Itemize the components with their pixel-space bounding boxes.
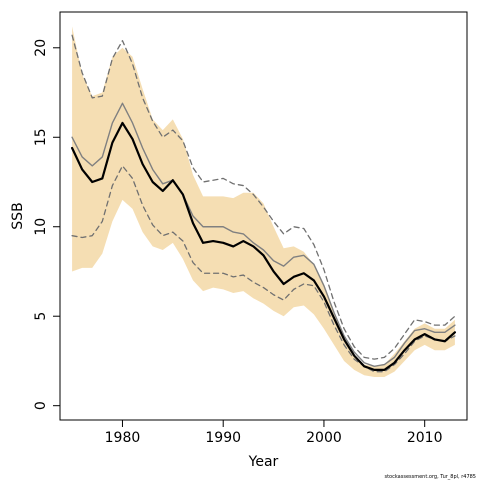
footnote: stockassessment.org, Tur_8pl, r4785	[384, 474, 476, 480]
axes: 1980 1990 2000 2010 0 5 10 15 20	[33, 39, 443, 446]
confidence-band-confidence-interval-current	[72, 26, 455, 378]
x-axis-title: Year	[248, 454, 279, 470]
y-tick-label: 20	[33, 39, 49, 57]
y-axis-title: SSB	[10, 202, 26, 229]
x-tick-label: 2000	[306, 430, 342, 446]
y-tick-label: 10	[33, 218, 49, 236]
y-tick-label: 15	[33, 128, 49, 146]
series-line-ci-upper-previous	[71, 34, 456, 360]
x-tick-label: 2010	[407, 430, 443, 446]
series-line-estimate-previous	[71, 102, 456, 368]
plot-frame	[59, 11, 468, 421]
x-tick-label: 1980	[105, 430, 141, 446]
series-line-estimate-current	[70, 121, 457, 371]
series-line-ci-lower-previous	[71, 165, 456, 373]
y-tick-label: 5	[33, 312, 49, 321]
x-tick-label: 1990	[205, 430, 241, 446]
plot-area	[70, 26, 457, 378]
y-tick-label: 0	[33, 401, 49, 410]
